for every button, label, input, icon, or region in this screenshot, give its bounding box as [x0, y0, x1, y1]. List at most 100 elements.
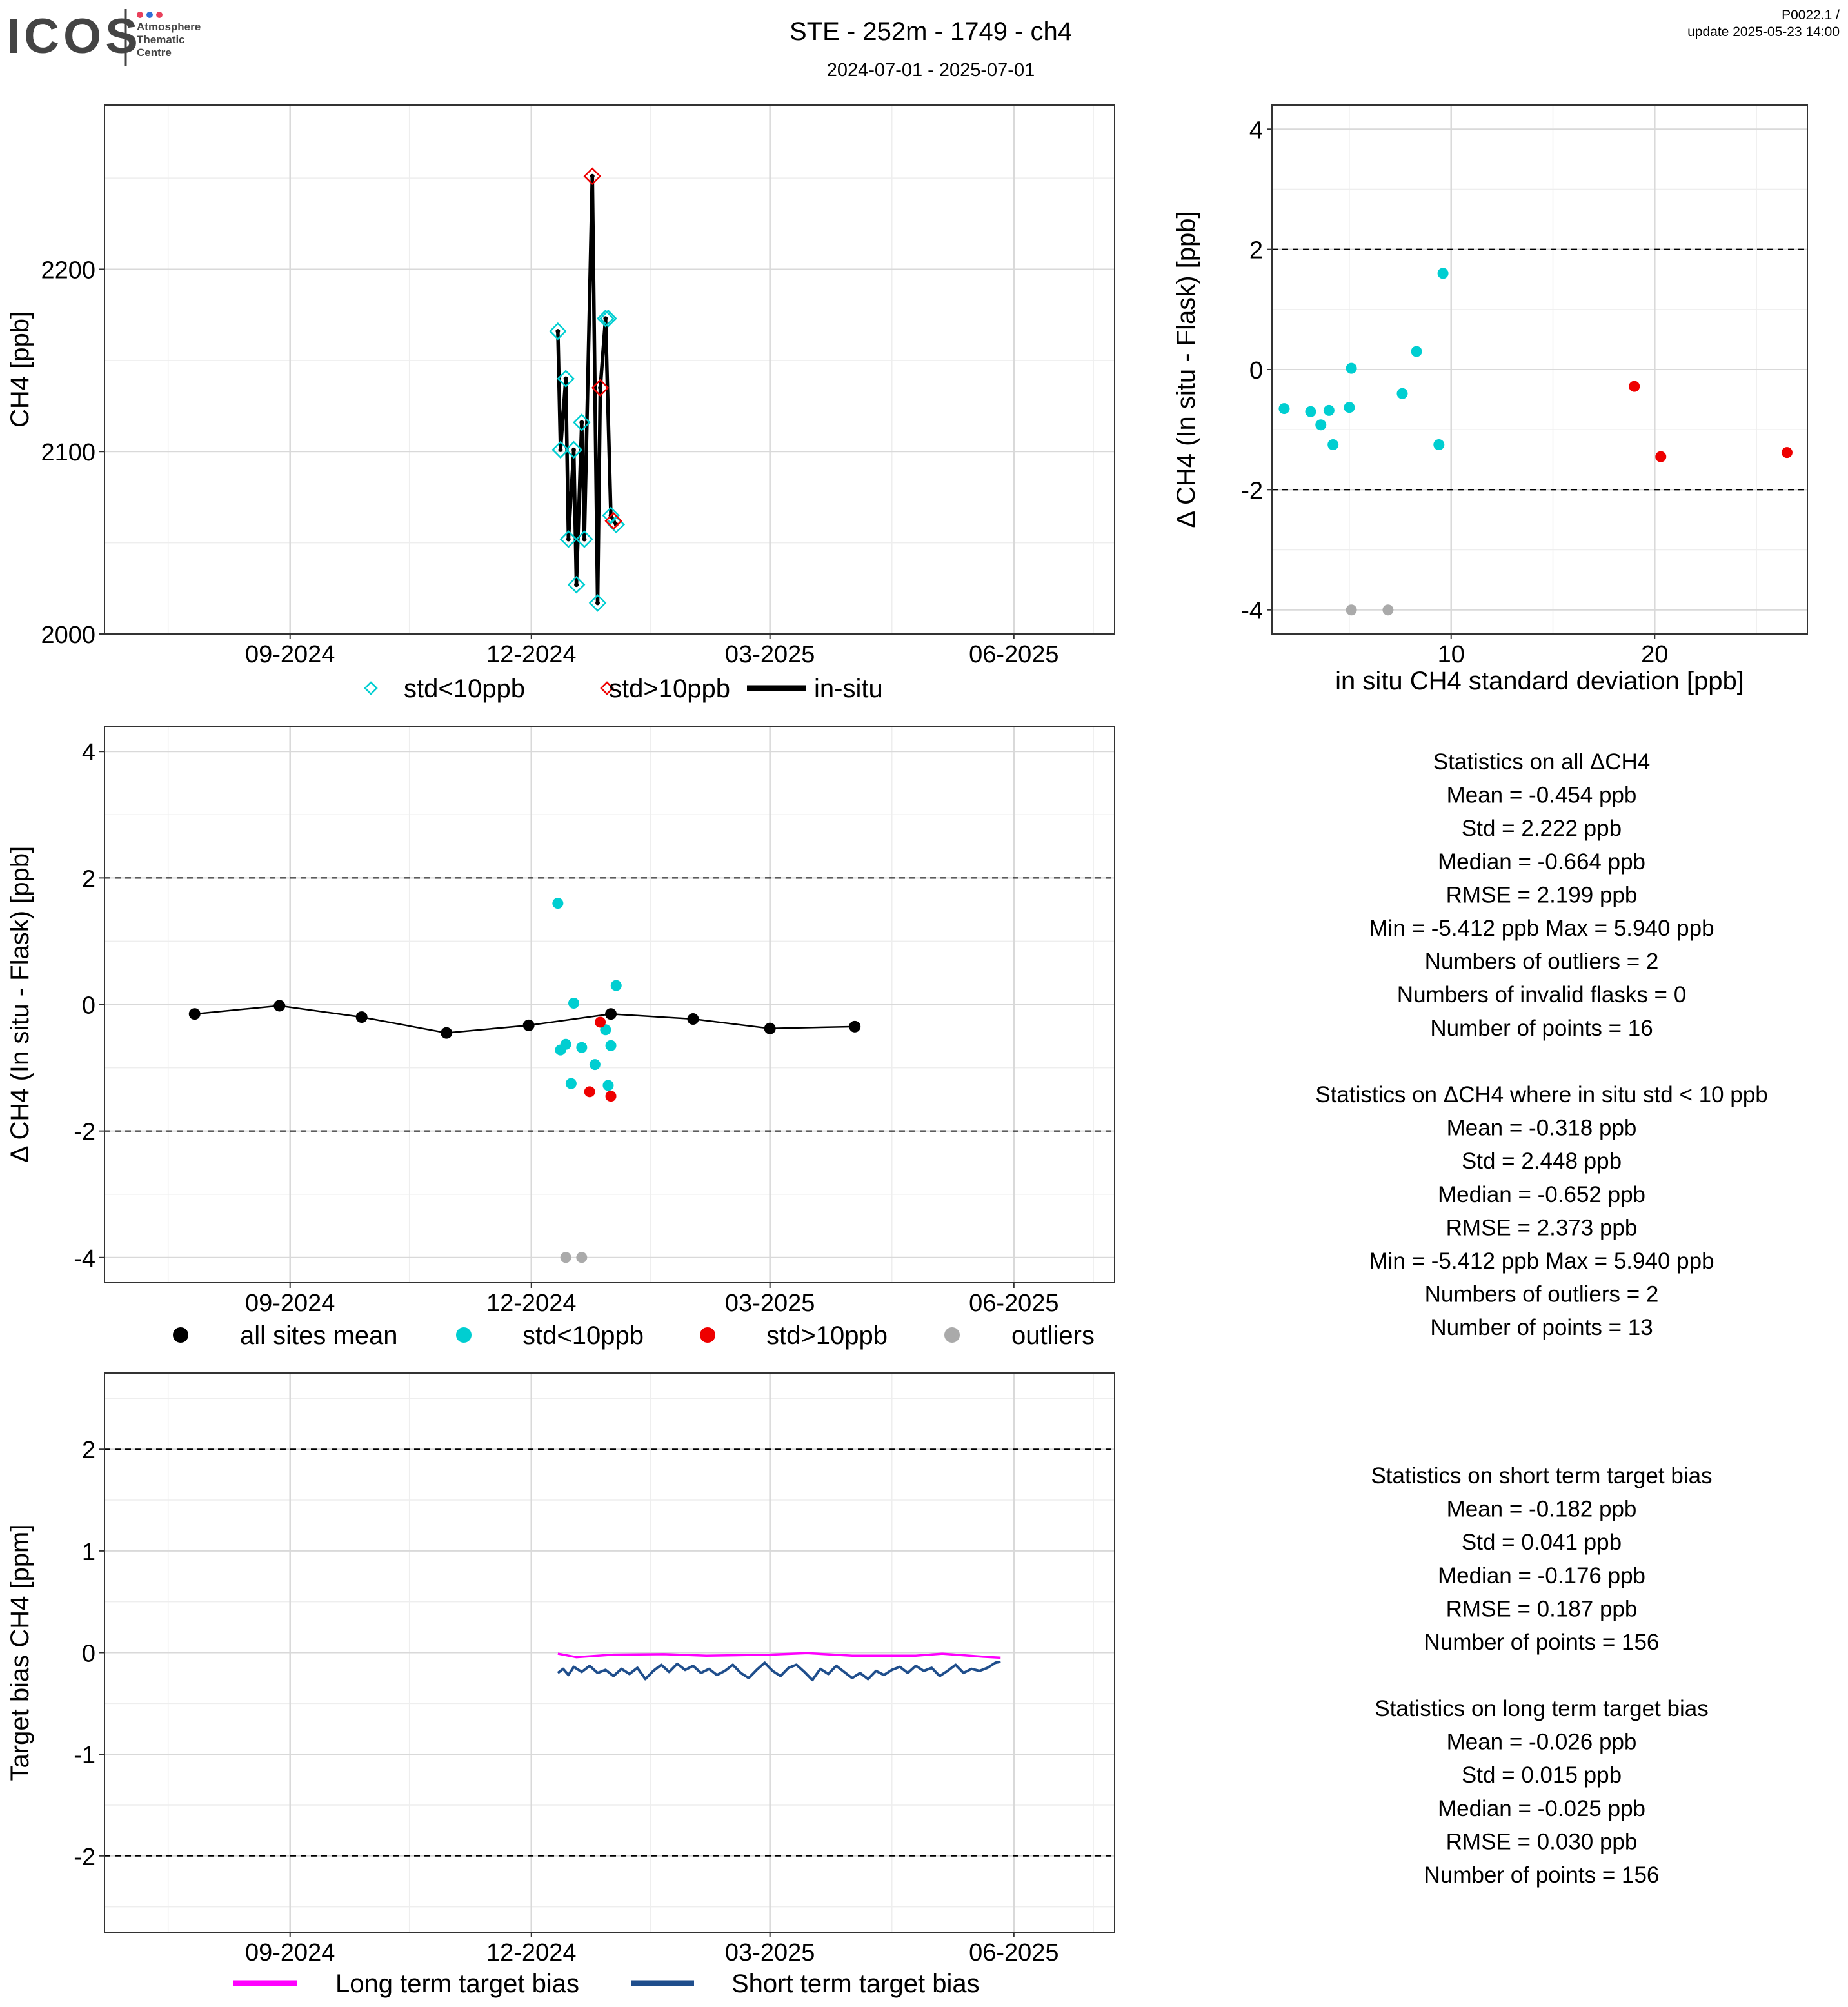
- std-low-point: [1396, 388, 1408, 399]
- x-tick-label: 12-2024: [486, 1939, 576, 1966]
- stats-short-line: Number of points = 156: [1424, 1630, 1660, 1655]
- std-low-point: [1315, 419, 1327, 431]
- stats-all-line: Number of points = 16: [1430, 1016, 1653, 1041]
- version-label: P0022.1 /: [1782, 8, 1840, 23]
- stats-std10-line: Number of points = 13: [1430, 1315, 1653, 1340]
- y-tick-label: 2: [1249, 237, 1263, 264]
- legend-outliers-label: outliers: [1011, 1321, 1095, 1350]
- y-tick-label: 1: [82, 1539, 95, 1566]
- all-sites-mean-point: [522, 1019, 535, 1031]
- x-tick-label: 06-2025: [969, 1290, 1058, 1317]
- stats-all-line: Min = -5.412 ppb Max = 5.940 ppb: [1369, 916, 1714, 941]
- legend-std-low-dot-label: std<10ppb: [522, 1321, 644, 1350]
- std-high-point: [1781, 447, 1793, 459]
- std-low-diamond: [564, 440, 583, 459]
- all-sites-mean-point: [273, 1000, 286, 1012]
- all-sites-mean-point: [355, 1011, 368, 1023]
- std-low-point: [568, 998, 580, 1009]
- stats-short-line: RMSE = 0.187 ppb: [1446, 1596, 1638, 1621]
- y-tick-label: 0: [82, 1641, 95, 1668]
- y-tick-label: -2: [74, 1119, 95, 1146]
- std-low-diamond: [575, 530, 593, 548]
- legend-std-low-key: [364, 681, 378, 695]
- outlier-point: [1346, 604, 1357, 616]
- header: ICOS Atmosphere Thematic Centre STE - 25…: [6, 8, 1840, 81]
- std-low-diamond: [557, 370, 575, 388]
- outlier-point: [560, 1252, 571, 1263]
- stats-std10-line: Median = -0.652 ppb: [1438, 1182, 1645, 1207]
- stats-long-line: Std = 0.015 ppb: [1462, 1763, 1622, 1788]
- delta-panel: -4 -2 0 2 4 09-2024 12-2024 03-2025 06-2025 Δ CH4…: [6, 726, 1115, 1317]
- y-tick-label: 0: [82, 993, 95, 1020]
- insitu-point: [558, 447, 563, 452]
- legend-delta: all sites mean std<10ppb std>10ppb outli…: [173, 1321, 1095, 1350]
- y-tick-label: 4: [1249, 117, 1263, 144]
- legend-short-label: Short term target bias: [731, 1970, 980, 1998]
- legend-std-high-key: [600, 681, 614, 695]
- outlier-point: [576, 1252, 588, 1263]
- stats-all-line: Std = 2.222 ppb: [1462, 816, 1622, 841]
- all-sites-mean-point: [849, 1020, 861, 1033]
- std-low-point: [602, 1080, 614, 1091]
- insitu-point: [582, 537, 587, 542]
- all-sites-mean-point: [764, 1022, 776, 1034]
- std-low-diamond: [602, 506, 620, 524]
- stats-long-line: RMSE = 0.030 ppb: [1446, 1829, 1638, 1854]
- std-low-diamond: [551, 440, 570, 459]
- stats-all-line: Numbers of invalid flasks = 0: [1397, 982, 1686, 1007]
- stats-short-line: Std = 0.041 ppb: [1462, 1530, 1622, 1555]
- std-low-point: [1305, 406, 1316, 417]
- legend-insitu-dot: [774, 686, 779, 691]
- x-tick-label: 09-2024: [245, 1939, 335, 1966]
- insitu-point: [598, 385, 603, 390]
- std-high-point: [595, 1016, 606, 1028]
- x-tick-label: 12-2024: [486, 1290, 576, 1317]
- y-tick-label: 2100: [41, 439, 95, 466]
- y-tick-label: -2: [1241, 477, 1263, 504]
- std-low-diamond: [567, 575, 586, 594]
- std-low-diamond: [573, 413, 591, 431]
- std-low-point: [1327, 439, 1339, 450]
- stats-long-line: Median = -0.025 ppb: [1438, 1796, 1645, 1821]
- legend-std-low-dot-key: [456, 1327, 472, 1343]
- y-tick-label: 0: [1249, 357, 1263, 384]
- std-low-point: [610, 980, 622, 991]
- y-tick-label: 4: [82, 739, 95, 766]
- legend-mean-key: [173, 1327, 188, 1343]
- std-low-point: [1437, 268, 1449, 279]
- x-tick-label: 09-2024: [245, 641, 335, 668]
- legend-timeseries: std<10ppb std>10ppb in-situ: [364, 675, 883, 703]
- update-label: update 2025-05-23 14:00: [1687, 25, 1840, 39]
- y-axis-label: CH4 [ppb]: [6, 311, 34, 428]
- stats-short-line: Mean = -0.182 ppb: [1447, 1497, 1637, 1522]
- stats-all-line: RMSE = 2.199 ppb: [1446, 882, 1638, 907]
- plot-border: [104, 104, 1115, 635]
- logo-dot-blue: [146, 12, 153, 18]
- short-term-bias-line: [557, 1660, 1001, 1682]
- std-low-diamond: [597, 310, 615, 328]
- insitu-point: [603, 316, 608, 321]
- std-high-point: [584, 1086, 595, 1098]
- x-tick-label: 03-2025: [725, 641, 815, 668]
- y-tick-label: 2: [82, 1437, 95, 1464]
- stats-std10-line: Std = 2.448 ppb: [1462, 1149, 1622, 1174]
- std-low-point: [1278, 403, 1290, 415]
- insitu-point: [571, 447, 577, 452]
- logo-sub-2: Thematic: [137, 34, 185, 46]
- stats-short-line: Statistics on short term target bias: [1371, 1463, 1712, 1488]
- stats-long-line: Mean = -0.026 ppb: [1447, 1730, 1637, 1755]
- stats-std10-line: Statistics on ΔCH4 where in situ std < 1…: [1315, 1082, 1767, 1107]
- std-low-point: [1344, 402, 1355, 413]
- x-tick-label: 06-2025: [969, 1939, 1058, 1966]
- long-term-bias-line: [557, 1652, 1001, 1659]
- std-low-point: [1411, 346, 1422, 357]
- std-low-diamond: [599, 310, 617, 328]
- stats-std10-line: Min = -5.412 ppb Max = 5.940 ppb: [1369, 1249, 1714, 1274]
- x-tick-label: 09-2024: [245, 1290, 335, 1317]
- y-tick-label: 2200: [41, 257, 95, 284]
- statistics-panel: Statistics on all ΔCH4 Mean = -0.454 ppb S…: [1315, 749, 1767, 1888]
- legend-std-low-label: std<10ppb: [404, 675, 525, 703]
- y-axis-label: Target bias CH4 [ppm]: [6, 1525, 34, 1781]
- std-high-point: [1629, 381, 1640, 392]
- logo-dot-red: [137, 12, 143, 18]
